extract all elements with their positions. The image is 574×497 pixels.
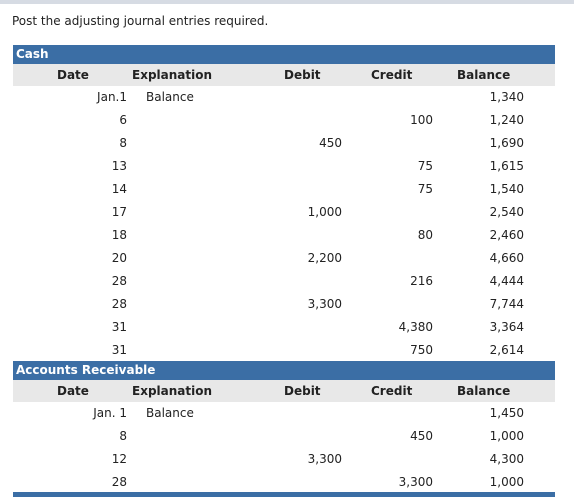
credit-cell: 3,300 — [398, 475, 433, 489]
balance-cell: 1,450 — [489, 406, 524, 420]
balance-cell: 1,615 — [489, 159, 524, 173]
date-cell: 8 — [119, 136, 127, 150]
column-header-row: Date Explanation Debit Credit Balance — [13, 64, 555, 86]
date-cell: 12 — [111, 452, 127, 466]
column-header-row: Date Explanation Debit Credit Balance — [13, 380, 555, 402]
ledger-row: 28 216 4,444 — [13, 270, 555, 293]
column-debit: Debit — [284, 384, 321, 398]
ledger-row: 28 3,300 1,000 — [13, 471, 555, 494]
ledger-row: 18 80 2,460 — [13, 224, 555, 247]
date-cell: 28 — [111, 475, 127, 489]
credit-cell: 450 — [410, 429, 433, 443]
credit-cell: 750 — [410, 343, 433, 357]
ledger-row: 8 450 1,690 — [13, 132, 555, 155]
balance-cell: 4,660 — [489, 251, 524, 265]
balance-cell: 7,744 — [489, 297, 524, 311]
debit-cell: 2,200 — [307, 251, 342, 265]
date-cell: 28 — [111, 297, 127, 311]
credit-cell: 75 — [417, 182, 433, 196]
column-date: Date — [57, 68, 89, 82]
balance-cell: 4,444 — [489, 274, 524, 288]
ledger-title-bar: Cash — [13, 45, 555, 64]
column-explanation: Explanation — [132, 384, 213, 398]
date-cell: 14 — [111, 182, 127, 196]
date-cell: 13 — [111, 159, 127, 173]
ledger-row: 6 100 1,240 — [13, 109, 555, 132]
credit-cell: 100 — [410, 113, 433, 127]
balance-cell: 2,540 — [489, 205, 524, 219]
explanation-cell: Balance — [146, 406, 194, 420]
ledger-row: 28 3,300 7,744 — [13, 293, 555, 316]
ledger-row: 20 2,200 4,660 — [13, 247, 555, 270]
balance-cell: 1,540 — [489, 182, 524, 196]
accounts-receivable-ledger: Accounts Receivable Date Explanation Deb… — [13, 361, 555, 494]
ledger-row: 14 75 1,540 — [13, 178, 555, 201]
column-explanation: Explanation — [132, 68, 213, 82]
column-credit: Credit — [371, 68, 413, 82]
balance-cell: 1,240 — [489, 113, 524, 127]
date-cell: 20 — [111, 251, 127, 265]
ledger-row: 12 3,300 4,300 — [13, 448, 555, 471]
balance-cell: 4,300 — [489, 452, 524, 466]
ledger-row: Jan.1 Balance 1,340 — [13, 86, 555, 109]
credit-cell: 75 — [417, 159, 433, 173]
ledger-bottom-bar — [13, 492, 555, 497]
debit-cell: 1,000 — [307, 205, 342, 219]
date-cell: Jan. 1 — [93, 406, 127, 420]
ledger-row: Jan. 1 Balance 1,450 — [13, 402, 555, 425]
debit-cell: 3,300 — [307, 297, 342, 311]
date-cell: 8 — [119, 429, 127, 443]
ledger-row: 17 1,000 2,540 — [13, 201, 555, 224]
column-date: Date — [57, 384, 89, 398]
balance-cell: 1,340 — [489, 90, 524, 104]
balance-cell: 2,614 — [489, 343, 524, 357]
balance-cell: 1,000 — [489, 429, 524, 443]
ledger-row: 31 4,380 3,364 — [13, 316, 555, 339]
date-cell: 17 — [111, 205, 127, 219]
column-debit: Debit — [284, 68, 321, 82]
ledger-row: 13 75 1,615 — [13, 155, 555, 178]
date-cell: 18 — [111, 228, 127, 242]
credit-cell: 216 — [410, 274, 433, 288]
instructions-text: Post the adjusting journal entries requi… — [12, 14, 269, 28]
debit-cell: 450 — [319, 136, 342, 150]
ledger-title-bar: Accounts Receivable — [13, 361, 555, 380]
credit-cell: 4,380 — [398, 320, 433, 334]
ledger-row: 31 750 2,614 — [13, 339, 555, 362]
balance-cell: 1,690 — [489, 136, 524, 150]
debit-cell: 3,300 — [307, 452, 342, 466]
column-credit: Credit — [371, 384, 413, 398]
ledger-row: 8 450 1,000 — [13, 425, 555, 448]
balance-cell: 2,460 — [489, 228, 524, 242]
column-balance: Balance — [457, 384, 511, 398]
balance-cell: 1,000 — [489, 475, 524, 489]
date-cell: 31 — [111, 343, 127, 357]
credit-cell: 80 — [417, 228, 433, 242]
date-cell: Jan.1 — [97, 90, 127, 104]
top-border — [0, 0, 574, 4]
date-cell: 28 — [111, 274, 127, 288]
column-balance: Balance — [457, 68, 511, 82]
explanation-cell: Balance — [146, 90, 194, 104]
date-cell: 31 — [111, 320, 127, 334]
date-cell: 6 — [119, 113, 127, 127]
cash-ledger: Cash Date Explanation Debit Credit Balan… — [13, 45, 555, 362]
balance-cell: 3,364 — [489, 320, 524, 334]
